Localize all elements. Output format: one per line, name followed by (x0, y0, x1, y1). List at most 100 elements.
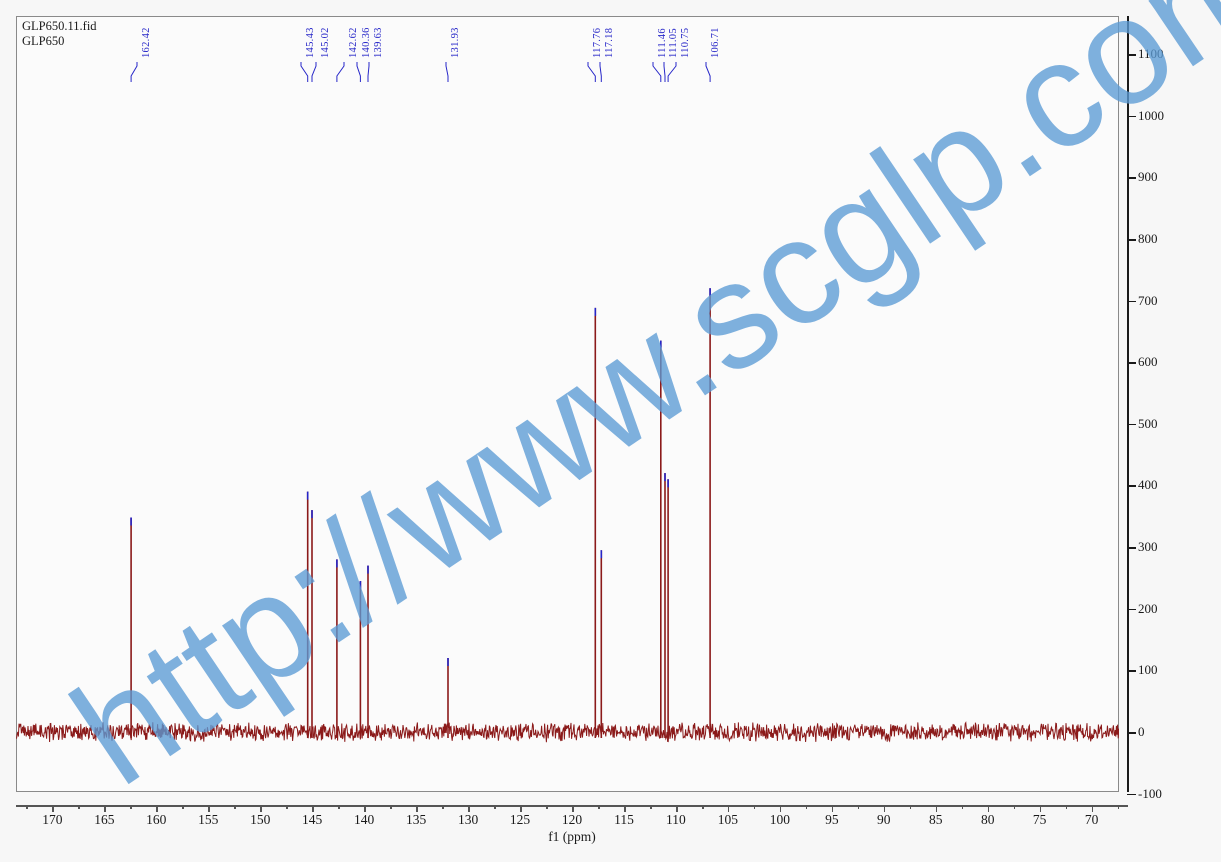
ppm-tick-label: 100 (769, 812, 790, 827)
ppm-tick-minor (286, 805, 288, 809)
ppm-tick-label: 90 (877, 812, 891, 827)
peak-label: 145.43 (305, 27, 316, 58)
ppm-tick-minor (1065, 805, 1068, 809)
ppm-tick-major (468, 805, 470, 812)
intensity-tick-label: 900 (1138, 169, 1158, 185)
intensity-tick-label: 300 (1138, 539, 1158, 555)
ppm-tick-minor (961, 805, 964, 809)
ppm-tick-label: 70 (1084, 812, 1099, 827)
ppm-tick-minor (182, 805, 184, 809)
peak-label: 145.02 (320, 27, 331, 58)
ppm-tick-label: 150 (250, 812, 271, 827)
ppm-tick-minor (857, 805, 860, 809)
ppm-tick-label: 95 (825, 812, 839, 827)
ppm-tick-label: 160 (146, 812, 167, 827)
intensity-tick-label: 400 (1138, 477, 1158, 493)
ppm-tick-major (935, 805, 938, 812)
intensity-tick-major (1127, 670, 1136, 672)
ppm-tick-minor (909, 805, 912, 809)
ppm-tick-label: 105 (717, 812, 738, 827)
intensity-tick-label: 0 (1138, 724, 1145, 739)
spectrum-trace (16, 288, 1119, 743)
ppm-tick-minor (442, 805, 444, 809)
ppm-tick-major (572, 805, 574, 812)
intensity-tick-label: 100 (1138, 662, 1158, 678)
intensity-tick-major (1127, 115, 1136, 118)
intensity-tick-label: 700 (1138, 292, 1158, 308)
ppm-tick-label: 110 (666, 812, 686, 827)
ppm-tick-major (104, 805, 106, 812)
ppm-tick-major (623, 805, 626, 812)
intensity-tick-major (1127, 238, 1136, 241)
peak-label: 162.42 (141, 27, 152, 58)
ppm-tick-major (883, 805, 886, 812)
intensity-tick-label: 1000 (1138, 107, 1164, 123)
peak-label: 106.71 (710, 27, 721, 58)
ppm-tick-minor (338, 805, 340, 809)
peak-leader-line (705, 62, 711, 82)
intensity-tick-major (1127, 54, 1136, 56)
peak-label: 131.93 (450, 27, 461, 58)
peak-leader-line (311, 62, 317, 82)
ppm-tick-label: 125 (509, 812, 531, 827)
intensity-tick-major (1127, 423, 1136, 426)
ppm-tick-minor (390, 805, 392, 809)
ppm-tick-major (727, 805, 730, 812)
ppm-tick-major (675, 805, 678, 812)
intensity-tick-major (1127, 547, 1136, 549)
intensity-tick-major (1127, 732, 1136, 734)
spectrum-title-block: GLP650.11.fid GLP650 (22, 19, 97, 49)
intensity-tick-label: 200 (1138, 600, 1158, 616)
ppm-tick-label: 75 (1032, 812, 1047, 827)
ppm-tick-minor (597, 805, 600, 809)
ppm-tick-major (260, 805, 262, 812)
peak-leader-line (356, 62, 361, 82)
ppm-tick-major (364, 805, 366, 812)
ppm-tick-minor (649, 805, 652, 809)
ppm-tick-major (416, 805, 418, 812)
ppm-tick-minor (130, 805, 132, 809)
peak-leader-line (336, 62, 345, 82)
peak-label: 111.05 (668, 28, 679, 58)
ppm-tick-minor (546, 805, 548, 809)
intensity-tick-major (1127, 177, 1136, 179)
spectrum-filename: GLP650.11.fid (22, 19, 97, 33)
ppm-tick-minor (753, 805, 756, 809)
ppm-tick-major (1091, 805, 1094, 812)
intensity-tick-major (1127, 362, 1136, 364)
ppm-tick-label: 115 (614, 812, 634, 827)
baseline-noise (16, 721, 1119, 743)
peak-label: 111.46 (657, 28, 668, 58)
ppm-tick-minor (805, 805, 808, 809)
ppm-tick-label: 80 (980, 812, 995, 827)
ppm-tick-label: 85 (928, 812, 943, 827)
ppm-tick-minor (78, 805, 80, 809)
peak-leader-lines (130, 62, 711, 82)
peak-label: 117.18 (604, 27, 615, 58)
intensity-tick-label: 1100 (1138, 46, 1164, 61)
ppm-tick-label: 155 (198, 812, 219, 827)
peak-label: 140.36 (361, 27, 372, 58)
ppm-axis-title: f1 (ppm) (548, 829, 596, 844)
intensity-tick-label: 600 (1138, 354, 1158, 370)
ppm-tick-major (987, 805, 990, 812)
ppm-tick-label: 145 (302, 812, 323, 827)
ppm-tick-major (312, 805, 314, 812)
peak-leader-line (587, 62, 596, 82)
intensity-tick-major (1127, 300, 1136, 303)
ppm-tick-major (779, 805, 782, 812)
ppm-tick-minor (1013, 805, 1016, 809)
ppm-tick-major (52, 805, 54, 812)
peak-label: 139.63 (373, 27, 384, 58)
intensity-tick-label: -100 (1138, 785, 1162, 801)
peak-leader-line (445, 62, 449, 82)
ppm-tick-label: 165 (94, 812, 115, 827)
intensity-axis-line (1127, 16, 1129, 792)
spectrum-sample-name: GLP650 (22, 34, 65, 48)
ppm-tick-minor (494, 805, 496, 809)
peak-label: 142.62 (348, 27, 359, 58)
intensity-tick-label: 500 (1138, 415, 1158, 431)
intensity-tick-major (1127, 608, 1136, 611)
ppm-tick-label: 170 (42, 812, 63, 827)
